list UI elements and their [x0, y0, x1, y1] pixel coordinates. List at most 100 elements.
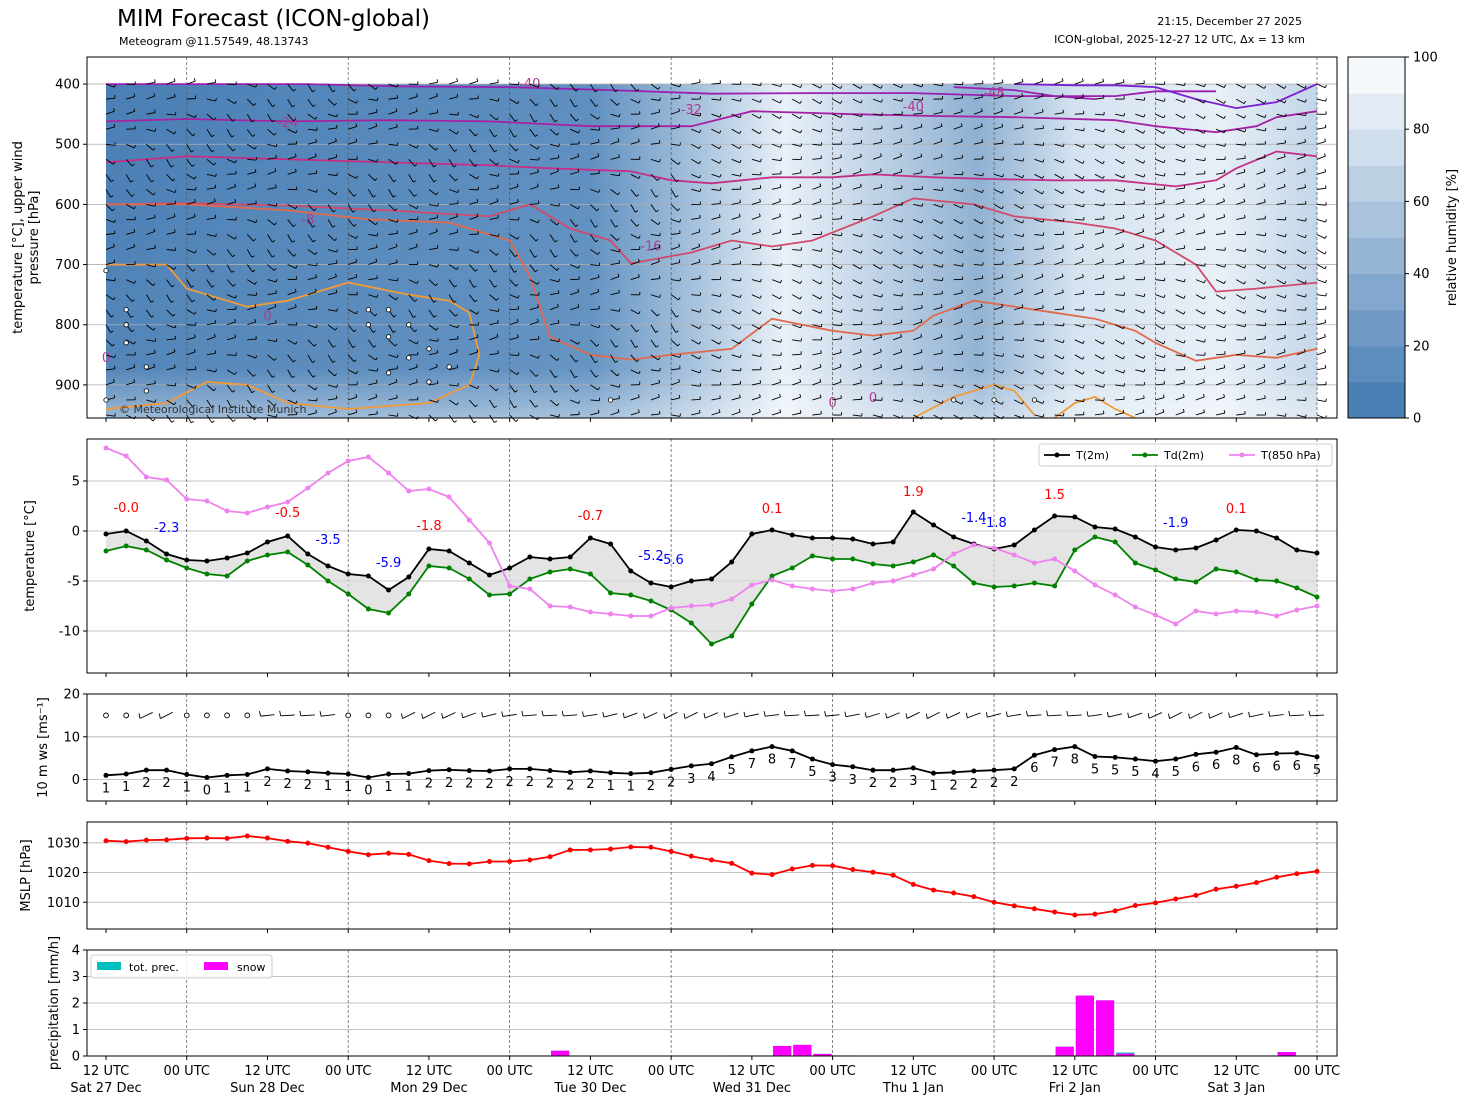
wind-barb-flag	[1001, 190, 1004, 194]
wind-barb	[226, 113, 233, 122]
wind-barb-flag	[941, 153, 943, 158]
data-point	[244, 550, 250, 556]
wind-barb	[307, 188, 317, 193]
wind-barb	[428, 231, 438, 235]
wind-barb	[1148, 712, 1163, 719]
wind-barb	[206, 144, 213, 153]
wind-barb-flag	[558, 414, 560, 418]
wind-barb	[468, 294, 476, 303]
wind-barb-flag	[374, 178, 378, 181]
wind-barb-flag	[433, 300, 437, 303]
wind-barb	[206, 113, 215, 121]
wind-barb	[509, 264, 515, 273]
wind-barb-flag	[1082, 385, 1085, 389]
wind-barb	[1074, 158, 1083, 164]
data-point	[305, 485, 311, 491]
wind-barb	[771, 143, 781, 148]
wind-barb-flag	[616, 238, 620, 241]
wind-barb-flag	[1202, 393, 1205, 398]
wind-barb	[933, 264, 943, 268]
wind-barb	[973, 306, 983, 311]
wind-barb	[569, 369, 576, 378]
wind-barb	[368, 277, 378, 281]
wind-barb-flag	[293, 118, 297, 122]
wind-barb	[408, 143, 418, 149]
data-point	[527, 857, 533, 863]
wind-barb-flag	[779, 311, 782, 315]
data-point	[345, 458, 351, 464]
wind-barb	[489, 187, 499, 190]
calm-wind-circle	[406, 355, 412, 361]
wind-barb-flag	[415, 243, 418, 247]
wind-barb-flag	[578, 400, 581, 404]
wind-barb-flag	[415, 379, 418, 383]
data-point	[1233, 569, 1239, 575]
wind-barb	[1135, 216, 1145, 220]
wind-barb	[569, 249, 577, 257]
wind-barb-flag	[1142, 326, 1146, 330]
wind-barb	[650, 83, 659, 90]
wind-barb	[1034, 354, 1043, 359]
wind-barb-flag	[940, 333, 943, 338]
wind-barb-flag	[1021, 108, 1024, 112]
wind-barb	[953, 111, 963, 115]
wind-barb	[771, 339, 781, 343]
wind-barb	[246, 113, 253, 123]
wind-barb	[287, 369, 293, 378]
wind-barb	[549, 187, 559, 190]
wind-speed-label: 1	[606, 779, 614, 794]
wind-barb-flag	[514, 119, 518, 122]
wind-barb	[388, 279, 398, 282]
wind-barb	[105, 158, 114, 165]
wind-barb-flag	[554, 390, 558, 393]
wind-barb-flag	[1122, 243, 1125, 247]
wind-barb-flag	[494, 405, 498, 408]
wind-barb	[872, 336, 882, 341]
wind-barb-flag	[534, 405, 538, 408]
wind-barb	[1094, 143, 1104, 149]
data-point	[1253, 880, 1259, 886]
isotherm-label: -40	[519, 77, 540, 92]
wind-barb	[509, 219, 519, 221]
data-point	[1253, 752, 1259, 758]
wind-barb-flag	[597, 274, 600, 278]
wind-barb-flag	[494, 149, 498, 153]
wind-barb-flag	[1223, 115, 1226, 119]
wind-barb	[489, 384, 497, 392]
data-point	[850, 764, 856, 770]
wind-barb	[590, 128, 600, 131]
wind-barb	[852, 128, 862, 131]
wind-barb	[913, 219, 922, 224]
x-tick-label: 12 UTC	[567, 1064, 613, 1079]
wind-barb	[933, 125, 943, 130]
wind-barb-flag	[1283, 168, 1286, 172]
wind-barb-flag	[1163, 310, 1166, 315]
wind-barb-flag	[1264, 295, 1267, 299]
wind-barb-flag	[558, 338, 560, 342]
wind-barb	[852, 398, 862, 401]
wind-barb-flag	[739, 244, 741, 248]
wind-barb	[368, 111, 378, 115]
calm-wind-circle	[103, 267, 109, 274]
wind-barb-flag	[575, 88, 579, 92]
wind-barb-flag	[637, 258, 640, 262]
wind-barb-flag	[392, 330, 397, 333]
wind-barb-flag	[557, 184, 560, 188]
wind-barb-flag	[171, 149, 175, 152]
wind-barb-flag	[1163, 98, 1166, 102]
wind-barb-flag	[577, 168, 580, 172]
data-point	[1233, 883, 1239, 889]
wind-speed-label: 2	[546, 777, 554, 792]
wind-barb	[206, 173, 216, 177]
wind-barb	[146, 95, 155, 100]
wind-barb	[670, 381, 680, 386]
wind-barb-flag	[1062, 399, 1065, 403]
wind-barb	[812, 143, 822, 146]
wind-barb	[1014, 384, 1023, 390]
wind-barb-flag	[536, 183, 539, 187]
data-point	[1274, 750, 1280, 756]
wind-barb	[105, 233, 115, 235]
wind-barb-flag	[110, 330, 114, 333]
calm-wind-circle	[365, 307, 371, 313]
wind-barb-flag	[215, 98, 217, 102]
